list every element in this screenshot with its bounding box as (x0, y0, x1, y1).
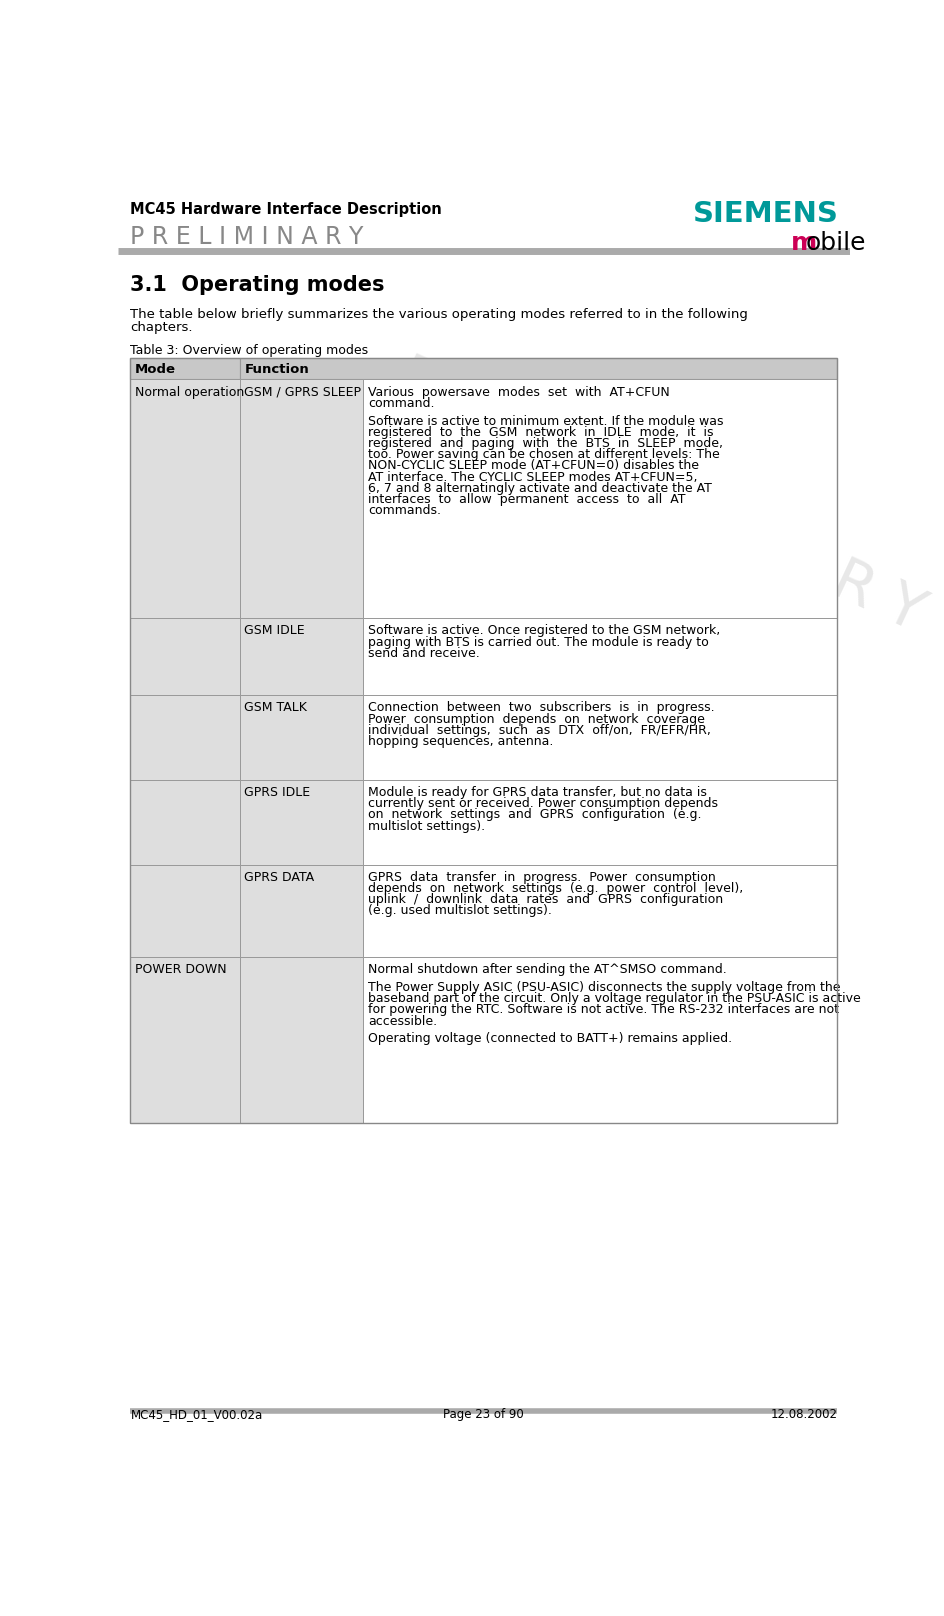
Bar (362, 781, 837, 865)
Text: Software is active. Once registered to the GSM network,: Software is active. Once registered to t… (368, 624, 720, 637)
Bar (130, 695, 240, 781)
Text: depends  on  network  settings  (e.g.  power  control  level),: depends on network settings (e.g. power … (368, 882, 744, 895)
Text: obile: obile (805, 231, 866, 255)
Bar (240, 695, 362, 781)
Bar (240, 957, 362, 1123)
Bar (240, 865, 362, 957)
Text: Operating voltage (connected to BATT+) remains applied.: Operating voltage (connected to BATT+) r… (368, 1033, 733, 1046)
Text: P R E L I M I N A R Y: P R E L I M I N A R Y (388, 347, 933, 643)
Text: SIEMENS: SIEMENS (693, 200, 839, 228)
Text: Function: Function (244, 362, 309, 375)
Bar (240, 357, 837, 380)
Text: m: m (791, 231, 817, 255)
Text: GPRS  data  transfer  in  progress.  Power  consumption: GPRS data transfer in progress. Power co… (368, 871, 716, 884)
Text: Normal shutdown after sending the AT^SMSO command.: Normal shutdown after sending the AT^SMS… (368, 963, 727, 976)
Text: Connection  between  two  subscribers  is  in  progress.: Connection between two subscribers is in… (368, 701, 715, 714)
Text: baseband part of the circuit. Only a voltage regulator in the PSU-ASIC is active: baseband part of the circuit. Only a vol… (368, 992, 861, 1005)
Text: Mode: Mode (135, 362, 176, 375)
Text: hopping sequences, antenna.: hopping sequences, antenna. (368, 735, 554, 748)
Text: Software is active to minimum extent. If the module was: Software is active to minimum extent. If… (368, 415, 724, 428)
Text: 12.08.2002: 12.08.2002 (770, 1408, 837, 1422)
Text: GSM / GPRS SLEEP: GSM / GPRS SLEEP (244, 386, 362, 399)
Text: 3.1  Operating modes: 3.1 Operating modes (130, 275, 385, 294)
Text: Various  powersave  modes  set  with  AT+CFUN: Various powersave modes set with AT+CFUN (368, 386, 670, 399)
Text: The table below briefly summarizes the various operating modes referred to in th: The table below briefly summarizes the v… (130, 309, 749, 322)
Text: AT interface. The CYCLIC SLEEP modes AT+CFUN=5,: AT interface. The CYCLIC SLEEP modes AT+… (368, 470, 698, 483)
Text: uplink  /  downlink  data  rates  and  GPRS  configuration: uplink / downlink data rates and GPRS co… (368, 894, 723, 907)
Text: Normal operation: Normal operation (135, 386, 244, 399)
Text: for powering the RTC. Software is not active. The RS-232 interfaces are not: for powering the RTC. Software is not ac… (368, 1004, 839, 1016)
Text: registered  to  the  GSM  network  in  IDLE  mode,  it  is: registered to the GSM network in IDLE mo… (368, 427, 714, 440)
Text: 6, 7 and 8 alternatingly activate and deactivate the AT: 6, 7 and 8 alternatingly activate and de… (368, 482, 712, 494)
Text: currently sent or received. Power consumption depends: currently sent or received. Power consum… (368, 797, 718, 810)
Text: (e.g. used multislot settings).: (e.g. used multislot settings). (368, 905, 552, 918)
Text: MC45_HD_01_V00.02a: MC45_HD_01_V00.02a (130, 1408, 262, 1422)
Text: send and receive.: send and receive. (368, 646, 480, 659)
Text: P R E L I M I N A R Y: P R E L I M I N A R Y (130, 225, 363, 249)
Bar (130, 957, 240, 1123)
Bar (130, 865, 240, 957)
Bar (130, 357, 240, 380)
Text: too. Power saving can be chosen at different levels: The: too. Power saving can be chosen at diffe… (368, 448, 720, 461)
Text: Page 23 of 90: Page 23 of 90 (444, 1408, 524, 1422)
Text: NON-CYCLIC SLEEP mode (AT+CFUN=0) disables the: NON-CYCLIC SLEEP mode (AT+CFUN=0) disabl… (368, 459, 700, 472)
Text: on  network  settings  and  GPRS  configuration  (e.g.: on network settings and GPRS configurati… (368, 808, 701, 821)
Text: accessible.: accessible. (368, 1015, 437, 1028)
Text: GPRS DATA: GPRS DATA (244, 871, 314, 884)
Bar (362, 380, 837, 619)
Bar (130, 357, 837, 1123)
Text: Table 3: Overview of operating modes: Table 3: Overview of operating modes (130, 344, 368, 357)
Bar (362, 695, 837, 781)
Text: MC45 Hardware Interface Description: MC45 Hardware Interface Description (130, 202, 442, 217)
Text: GPRS IDLE: GPRS IDLE (244, 785, 311, 798)
Text: multislot settings).: multislot settings). (368, 819, 485, 832)
Text: Module is ready for GPRS data transfer, but no data is: Module is ready for GPRS data transfer, … (368, 785, 707, 798)
Text: The Power Supply ASIC (PSU-ASIC) disconnects the supply voltage from the: The Power Supply ASIC (PSU-ASIC) disconn… (368, 981, 841, 994)
Text: Power  consumption  depends  on  network  coverage: Power consumption depends on network cov… (368, 713, 705, 726)
Text: paging with BTS is carried out. The module is ready to: paging with BTS is carried out. The modu… (368, 635, 709, 648)
Bar (240, 781, 362, 865)
Text: registered  and  paging  with  the  BTS  in  SLEEP  mode,: registered and paging with the BTS in SL… (368, 436, 723, 449)
Text: chapters.: chapters. (130, 322, 193, 335)
Bar (362, 865, 837, 957)
Text: GSM TALK: GSM TALK (244, 701, 307, 714)
Text: POWER DOWN: POWER DOWN (135, 963, 227, 976)
Text: commands.: commands. (368, 504, 442, 517)
Bar (130, 380, 240, 619)
Text: individual  settings,  such  as  DTX  off/on,  FR/EFR/HR,: individual settings, such as DTX off/on,… (368, 724, 711, 737)
Bar (130, 619, 240, 695)
Text: GSM IDLE: GSM IDLE (244, 624, 305, 637)
Bar (130, 781, 240, 865)
Bar (240, 380, 362, 619)
Bar (362, 619, 837, 695)
Bar (240, 619, 362, 695)
Text: interfaces  to  allow  permanent  access  to  all  AT: interfaces to allow permanent access to … (368, 493, 686, 506)
Bar (362, 957, 837, 1123)
Text: command.: command. (368, 398, 435, 410)
